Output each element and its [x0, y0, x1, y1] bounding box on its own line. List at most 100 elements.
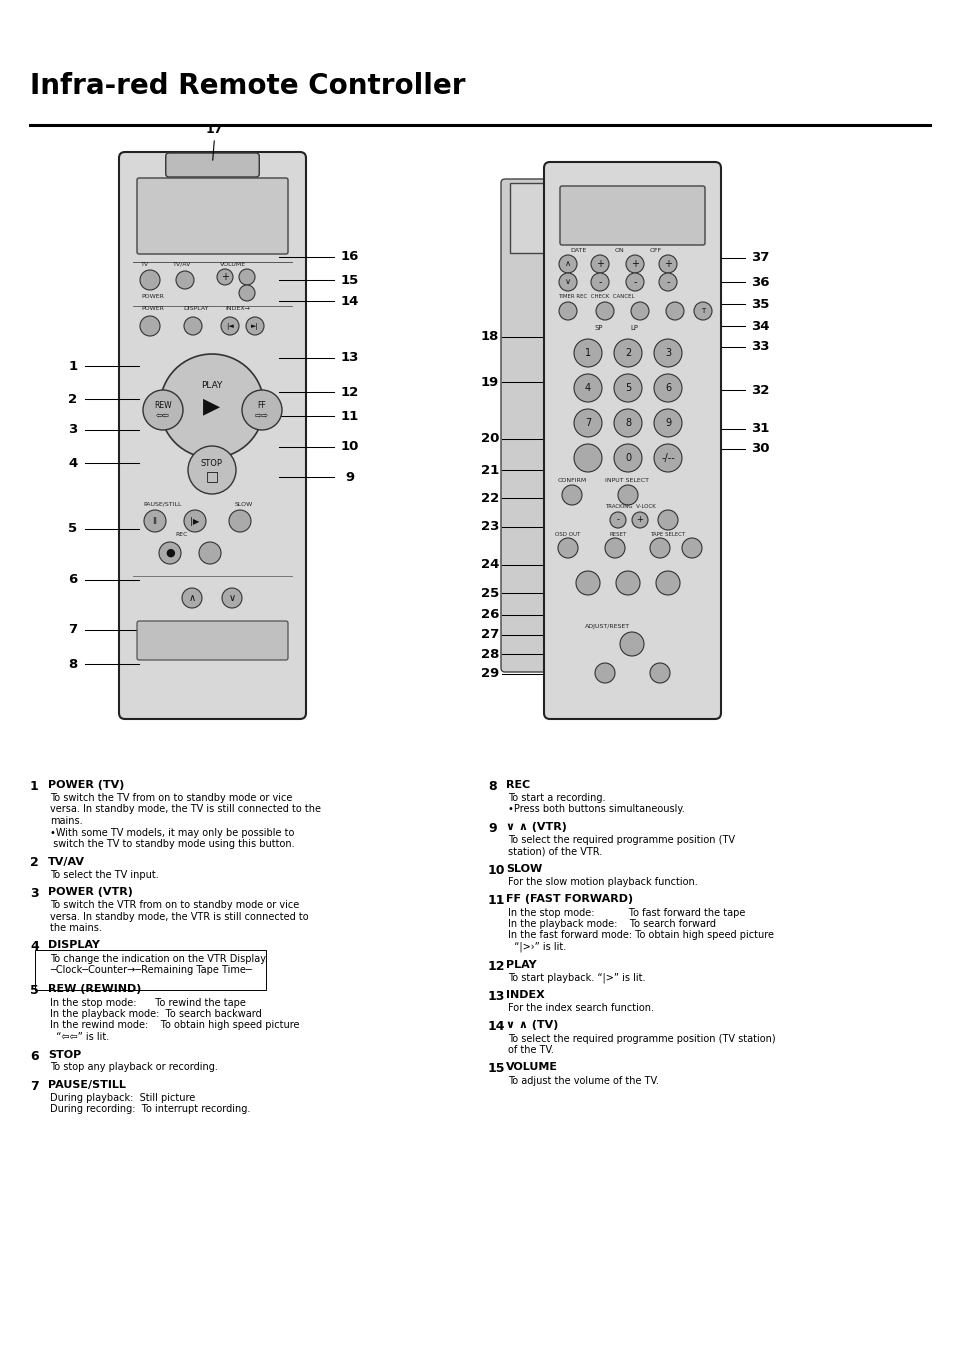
Circle shape — [574, 339, 601, 367]
Text: POWER (VTR): POWER (VTR) — [48, 888, 132, 897]
Text: INDEX: INDEX — [505, 990, 544, 1000]
Circle shape — [561, 486, 581, 505]
Text: +: + — [630, 259, 639, 268]
Text: station) of the VTR.: station) of the VTR. — [507, 847, 601, 857]
Text: 16: 16 — [340, 251, 359, 263]
Circle shape — [143, 390, 183, 430]
Text: 6: 6 — [69, 573, 77, 587]
Text: 12: 12 — [340, 386, 358, 399]
Text: PLAY: PLAY — [505, 959, 536, 970]
Circle shape — [618, 486, 638, 505]
Text: In the stop mode:           To fast forward the tape: In the stop mode: To fast forward the ta… — [507, 908, 744, 917]
Text: +: + — [663, 259, 671, 268]
Text: T: T — [700, 308, 704, 314]
Text: For the index search function.: For the index search function. — [507, 1004, 654, 1013]
FancyBboxPatch shape — [166, 152, 259, 177]
Text: REC: REC — [505, 780, 530, 791]
Text: REW: REW — [154, 402, 172, 410]
Text: ─Clock─Counter→─Remaining Tape Time─: ─Clock─Counter→─Remaining Tape Time─ — [50, 965, 252, 975]
Text: ∨: ∨ — [564, 278, 571, 286]
Circle shape — [222, 588, 242, 608]
Text: STOP: STOP — [48, 1050, 81, 1059]
Text: ON: ON — [615, 248, 624, 254]
Text: ∨ ∧ (TV): ∨ ∧ (TV) — [505, 1020, 558, 1031]
Text: 22: 22 — [480, 492, 498, 505]
Text: INDEX→: INDEX→ — [225, 306, 250, 312]
Text: TRACKING  V-LOCK: TRACKING V-LOCK — [604, 505, 655, 509]
Text: 7: 7 — [584, 418, 591, 428]
Text: 25: 25 — [480, 587, 498, 599]
Circle shape — [590, 255, 608, 272]
Polygon shape — [510, 183, 598, 254]
Circle shape — [574, 409, 601, 437]
Text: switch the TV to standby mode using this button.: switch the TV to standby mode using this… — [50, 839, 294, 849]
Circle shape — [631, 513, 647, 527]
Text: In the fast forward mode: To obtain high speed picture: In the fast forward mode: To obtain high… — [507, 931, 773, 940]
Text: 4: 4 — [69, 457, 77, 469]
Text: 5: 5 — [30, 985, 39, 997]
Circle shape — [649, 538, 669, 558]
Text: OFF: OFF — [649, 248, 661, 254]
Text: INPUT SELECT: INPUT SELECT — [604, 478, 648, 483]
Text: 9: 9 — [664, 418, 670, 428]
Circle shape — [649, 662, 669, 683]
Circle shape — [665, 302, 683, 320]
Circle shape — [574, 374, 601, 402]
Text: 12: 12 — [488, 959, 505, 973]
Text: +: + — [596, 259, 603, 268]
Text: 8: 8 — [624, 418, 630, 428]
Circle shape — [558, 538, 578, 558]
Text: “|>›” is lit.: “|>›” is lit. — [507, 942, 566, 952]
Text: TIMER REC  CHECK  CANCEL: TIMER REC CHECK CANCEL — [558, 294, 634, 299]
Text: 3: 3 — [30, 888, 38, 900]
Text: -: - — [665, 277, 669, 287]
Circle shape — [140, 316, 160, 336]
Circle shape — [604, 538, 624, 558]
Circle shape — [654, 374, 681, 402]
Circle shape — [184, 510, 206, 532]
Circle shape — [159, 542, 181, 564]
Text: 11: 11 — [488, 894, 505, 908]
FancyBboxPatch shape — [137, 621, 288, 660]
Text: 19: 19 — [480, 375, 498, 389]
Text: 34: 34 — [750, 320, 768, 333]
Circle shape — [681, 538, 701, 558]
Circle shape — [614, 374, 641, 402]
Text: 24: 24 — [480, 558, 498, 571]
Text: 1: 1 — [30, 780, 39, 793]
Text: TAPE SELECT: TAPE SELECT — [649, 532, 684, 537]
Text: -: - — [633, 277, 636, 287]
Text: 4: 4 — [30, 940, 39, 954]
Text: 6: 6 — [664, 383, 670, 393]
Circle shape — [246, 317, 264, 335]
Text: 36: 36 — [750, 277, 768, 289]
Text: 13: 13 — [340, 351, 359, 364]
Circle shape — [199, 542, 221, 564]
Text: 7: 7 — [30, 1081, 39, 1093]
FancyBboxPatch shape — [500, 179, 558, 672]
Text: 0: 0 — [624, 453, 630, 463]
Circle shape — [229, 510, 251, 532]
Text: 10: 10 — [340, 440, 359, 453]
Text: SLOW: SLOW — [234, 502, 253, 507]
Text: POWER (TV): POWER (TV) — [48, 780, 124, 791]
Circle shape — [596, 302, 614, 320]
Circle shape — [140, 270, 160, 290]
Text: the mains.: the mains. — [50, 923, 102, 934]
Text: 9: 9 — [345, 471, 355, 484]
Circle shape — [160, 353, 264, 459]
Text: II: II — [152, 517, 157, 526]
Text: 1: 1 — [69, 360, 77, 372]
Circle shape — [239, 285, 254, 301]
Text: 37: 37 — [750, 251, 768, 264]
Circle shape — [656, 571, 679, 595]
Text: POWER: POWER — [141, 294, 164, 299]
Text: To select the required programme position (TV: To select the required programme positio… — [507, 835, 734, 844]
Text: 18: 18 — [480, 331, 498, 344]
Text: STOP: STOP — [201, 460, 223, 468]
Circle shape — [242, 390, 282, 430]
Text: VOLUME: VOLUME — [220, 262, 246, 267]
Circle shape — [239, 268, 254, 285]
Text: 9: 9 — [488, 822, 497, 835]
Text: 7: 7 — [69, 623, 77, 637]
